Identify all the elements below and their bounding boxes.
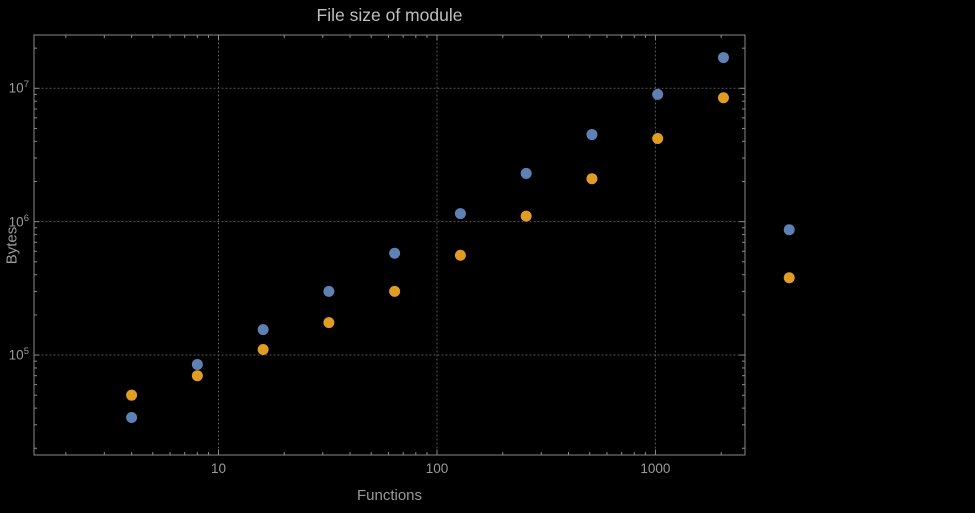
- scatter-point-series-blue: [586, 129, 598, 141]
- y-tick-label: 106: [8, 212, 29, 230]
- y-tick-label: 107: [8, 79, 29, 96]
- plot-frame: [33, 34, 746, 456]
- scatter-point-series-orange: [323, 317, 335, 329]
- scatter-point-series-blue: [389, 247, 401, 259]
- scatter-point-series-orange: [257, 344, 269, 356]
- chart-title: File size of module: [316, 5, 463, 25]
- scatter-point-series-orange: [717, 92, 729, 104]
- scatter-point-series-orange: [126, 389, 138, 401]
- x-tick-label: 1000: [640, 461, 671, 476]
- x-tick-label: 10: [211, 461, 227, 476]
- scatter-point-series-orange: [520, 210, 532, 222]
- scatter-point-series-orange: [783, 272, 795, 284]
- scatter-point-series-blue: [257, 324, 269, 336]
- scatter-point-series-orange: [389, 285, 401, 297]
- scatter-point-series-orange: [652, 133, 664, 145]
- scatter-point-series-blue: [520, 167, 532, 179]
- scatter-point-series-blue: [652, 88, 664, 100]
- scatter-point-series-blue: [717, 52, 729, 64]
- scatter-point-series-blue: [783, 224, 795, 236]
- scatter-point-series-blue: [191, 358, 203, 370]
- scatter-point-series-blue: [126, 412, 138, 424]
- scatter-point-series-blue: [454, 208, 466, 220]
- x-axis-label: Functions: [356, 487, 423, 504]
- y-tick-label: 105: [8, 346, 29, 363]
- scatter-point-series-orange: [191, 370, 203, 382]
- x-tick-label: 100: [425, 461, 449, 476]
- scatter-point-series-blue: [323, 285, 335, 297]
- scatter-point-series-orange: [454, 249, 466, 261]
- scatter-point-series-orange: [586, 173, 598, 185]
